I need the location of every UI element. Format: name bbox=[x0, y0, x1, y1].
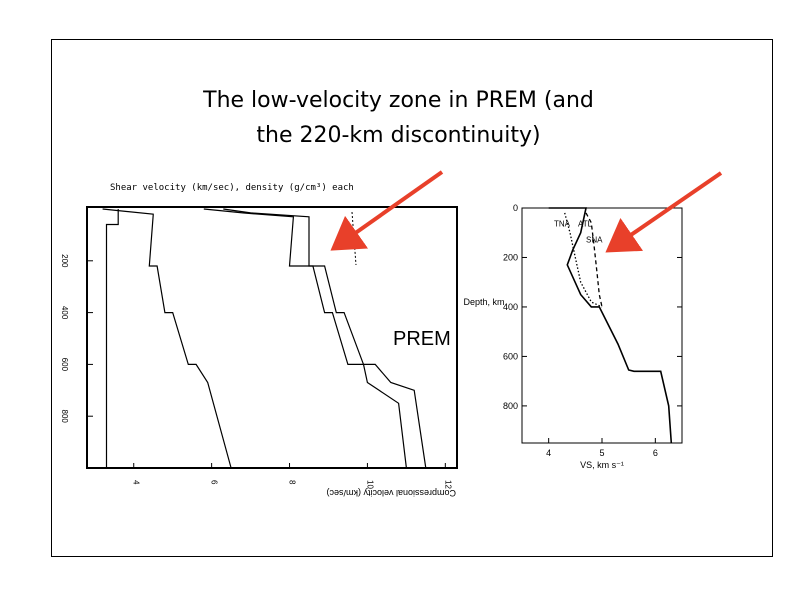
right-annotation-sna: SNA bbox=[586, 236, 603, 245]
arrow-left bbox=[330, 170, 444, 251]
right-x-tick-label-0: 4 bbox=[546, 448, 551, 458]
right-chart-group: 0 200 400 600 800 4 5 6 TNA ATL SNA bbox=[503, 203, 682, 458]
left-plot-frame bbox=[86, 206, 458, 469]
left-x-tick-label-2: 8 bbox=[288, 480, 297, 485]
left-y-tick-label-1: 400 bbox=[60, 306, 69, 320]
right-x-axis-label: VS, km s⁻¹ bbox=[580, 460, 624, 470]
left-bottom-axis-label: Compressional velocity (km/sec) bbox=[326, 488, 456, 498]
left-series-line-0 bbox=[105, 209, 119, 468]
left-x-tick-label-0: 4 bbox=[132, 480, 141, 485]
left-y-tick-label-2: 600 bbox=[60, 358, 69, 372]
right-y-tick-label-0: 0 bbox=[513, 203, 518, 213]
left-series-line-2 bbox=[223, 208, 427, 469]
right-annotation-tna: TNA bbox=[554, 220, 571, 229]
left-y-tick-label-0: 200 bbox=[60, 254, 69, 268]
right-x-tick-label-2: 6 bbox=[653, 448, 658, 458]
right-y-tick-label-1: 200 bbox=[503, 252, 518, 262]
slide-frame bbox=[51, 39, 773, 557]
right-annotation-atl: ATL bbox=[578, 220, 593, 229]
right-x-tick-label-1: 5 bbox=[599, 448, 604, 458]
left-x-tick-label-4: 12 bbox=[443, 480, 452, 489]
right-series-line-1 bbox=[564, 212, 603, 308]
left-y-tick-label-3: 800 bbox=[60, 410, 69, 424]
arrow-right bbox=[605, 171, 723, 253]
left-series-line-1 bbox=[203, 208, 407, 469]
left-dotted-line bbox=[351, 211, 357, 266]
left-chart-group: 200 400 600 800 4 6 8 10 12 bbox=[60, 208, 452, 489]
right-series-line-2 bbox=[585, 212, 603, 308]
right-y-axis-label: Depth, km bbox=[463, 297, 504, 307]
right-series-line-0 bbox=[548, 207, 673, 444]
prem-label: PREM bbox=[393, 328, 451, 350]
right-y-tick-label-4: 800 bbox=[503, 401, 518, 411]
slide-title-line-1: The low-velocity zone in PREM (and bbox=[203, 88, 594, 113]
right-y-tick-label-2: 400 bbox=[503, 302, 518, 312]
left-top-axis-label: Shear velocity (km/sec), density (g/cm³)… bbox=[110, 183, 354, 193]
right-y-tick-label-3: 600 bbox=[503, 351, 518, 361]
slide-title-line-2: the 220-km discontinuity) bbox=[256, 123, 541, 148]
left-series-line-3 bbox=[102, 208, 232, 469]
left-x-tick-label-3: 10 bbox=[365, 480, 374, 489]
left-x-tick-label-1: 6 bbox=[210, 480, 219, 485]
